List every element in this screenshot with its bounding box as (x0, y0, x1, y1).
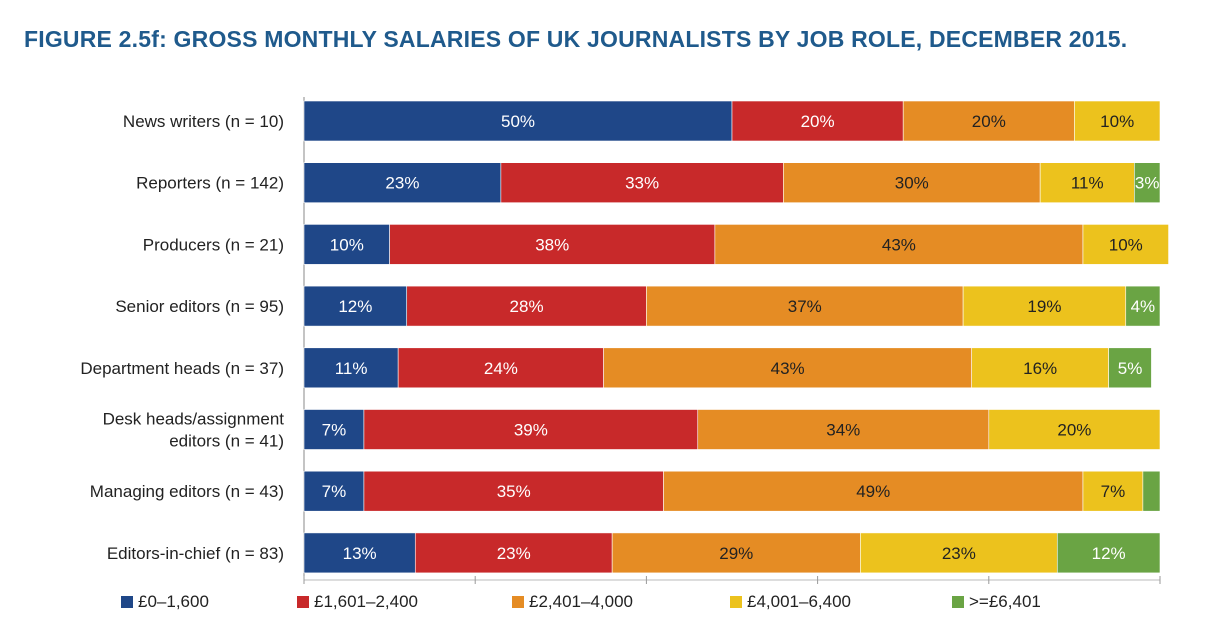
bar-segment (363, 470, 664, 512)
bar-segment (988, 409, 1161, 450)
data-label: 28% (510, 297, 544, 316)
chart-legend: £0–1,600 £1,601–2,400 £2,401–4,000 £4,001–6… (0, 592, 1215, 618)
bar-segment (663, 470, 1084, 512)
data-label: 11% (1071, 174, 1104, 193)
data-label: 20% (801, 112, 835, 131)
bar-segment (406, 285, 647, 327)
bar-segment (971, 347, 1109, 389)
bar-segment (1142, 470, 1161, 512)
bar-segment (500, 162, 784, 203)
data-label: 7% (322, 482, 347, 501)
bar-segment (303, 162, 502, 203)
data-label: 43% (882, 235, 916, 254)
data-label: 23% (497, 544, 531, 563)
bar-segment (697, 409, 990, 450)
bar-segment (303, 347, 399, 389)
bar-segment (783, 162, 1041, 203)
legend-swatch (952, 596, 964, 608)
data-label: 43% (771, 359, 805, 378)
legend-item: £0–1,600 (121, 592, 209, 612)
chart-title: FIGURE 2.5f: GROSS MONTHLY SALARIES OF U… (24, 26, 1128, 52)
data-label: 7% (1101, 482, 1126, 501)
data-label: 29% (719, 544, 753, 563)
legend-swatch (121, 596, 133, 608)
legend-item: >=£6,401 (952, 592, 1041, 612)
bar-segment (1074, 100, 1161, 142)
data-label: 3% (1135, 174, 1160, 193)
bar-segment (860, 532, 1058, 574)
bar-segment (962, 285, 1127, 327)
legend-label: £4,001–6,400 (747, 592, 851, 611)
bar-segment (363, 409, 699, 450)
legend-label: £2,401–4,000 (529, 592, 633, 611)
bar-segment (1134, 162, 1161, 203)
bar-segment (397, 347, 604, 389)
legend-swatch (297, 596, 309, 608)
bar-segment (303, 532, 416, 574)
legend-item: £2,401–4,000 (512, 592, 633, 612)
data-label: 23% (385, 174, 419, 193)
data-label: 10% (1100, 112, 1134, 131)
legend-label: £0–1,600 (138, 592, 209, 611)
category-label: Senior editors (n = 95) (115, 297, 284, 316)
data-label: 20% (972, 112, 1006, 131)
bar-segment (1108, 347, 1152, 389)
category-label: Department heads (n = 37) (80, 359, 284, 378)
data-label: 10% (1109, 235, 1143, 254)
bar-segment (303, 224, 390, 265)
legend-item: £4,001–6,400 (730, 592, 851, 612)
data-label: 10% (330, 235, 364, 254)
data-label: 30% (895, 174, 929, 193)
bar-segment (1082, 470, 1144, 512)
data-label: 35% (497, 482, 531, 501)
bar-segment (731, 100, 904, 142)
data-label: 7% (322, 421, 347, 440)
data-label: 19% (1027, 297, 1061, 316)
data-label: 24% (484, 359, 518, 378)
bar-segment (603, 347, 972, 389)
data-label: 49% (856, 482, 890, 501)
data-label: 34% (826, 421, 860, 440)
data-label: 4% (1131, 297, 1156, 316)
data-label: 23% (942, 544, 976, 563)
data-label: 12% (1092, 544, 1126, 563)
bar-segment (1056, 532, 1161, 574)
bar-segment (414, 532, 613, 574)
data-label: 39% (514, 421, 548, 440)
bar-segment (303, 100, 733, 142)
legend-label: >=£6,401 (969, 592, 1041, 611)
data-label: 12% (338, 297, 372, 316)
data-label: 38% (535, 235, 569, 254)
bar-segment (902, 100, 1075, 142)
category-label: Producers (n = 21) (143, 235, 284, 254)
category-label: Reporters (n = 142) (136, 174, 284, 193)
data-label: 37% (788, 297, 822, 316)
bar-segment (1082, 224, 1169, 265)
bar-segment (303, 409, 365, 450)
bar-segment (611, 532, 861, 574)
bar-segment (303, 285, 408, 327)
data-label: 11% (335, 359, 368, 378)
category-label: Desk heads/assignment editors (n = 41) (103, 410, 285, 451)
legend-swatch (730, 596, 742, 608)
data-label: 20% (1057, 421, 1091, 440)
data-label: 16% (1023, 359, 1057, 378)
category-label: News writers (n = 10) (123, 112, 284, 131)
data-label: 13% (343, 544, 377, 563)
category-label: Managing editors (n = 43) (90, 482, 284, 501)
category-label: Editors-in-chief (n = 83) (107, 544, 284, 563)
data-label: 50% (501, 112, 535, 131)
bar-segment (646, 285, 964, 327)
legend-label: £1,601–2,400 (314, 592, 418, 611)
legend-item: £1,601–2,400 (297, 592, 418, 612)
bar-segment (1125, 285, 1161, 327)
bar-segment (714, 224, 1084, 265)
bar-segment (389, 224, 716, 265)
data-label: 33% (625, 174, 659, 193)
data-label: 5% (1118, 359, 1143, 378)
legend-swatch (512, 596, 524, 608)
